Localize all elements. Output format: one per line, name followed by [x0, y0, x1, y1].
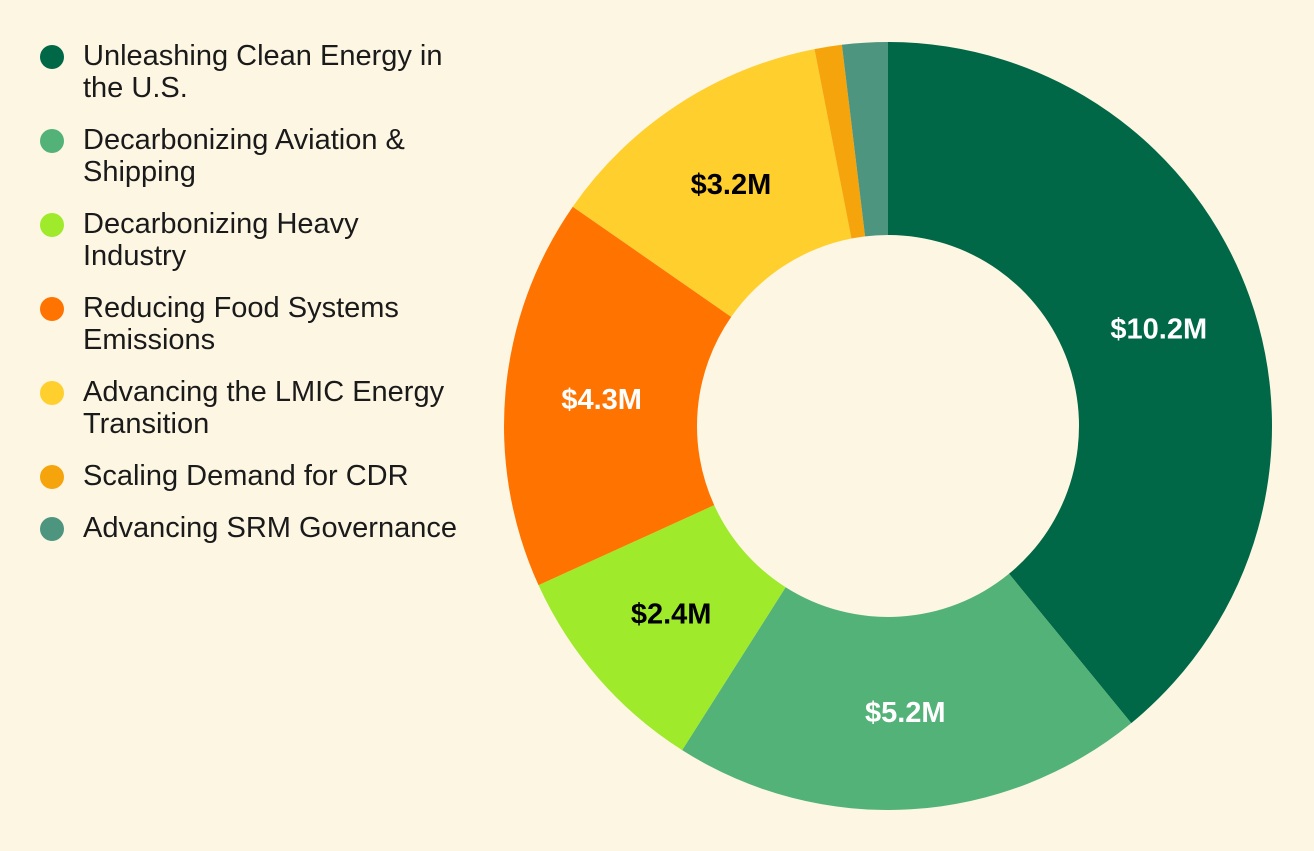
legend-label: Decarbonizing Aviation & Shipping — [83, 124, 405, 188]
donut-slice — [504, 206, 732, 586]
legend-swatch — [40, 465, 64, 489]
donut-slice — [682, 573, 1132, 810]
slice-value-label: $5.2M — [865, 697, 946, 729]
slice-value-label: $10.2M — [1110, 313, 1207, 345]
legend-swatch — [40, 517, 64, 541]
slice-value-label: $4.3M — [561, 384, 642, 416]
slice-value-label: $3.2M — [691, 169, 772, 201]
donut-slice — [814, 44, 866, 239]
donut-slice — [572, 49, 852, 317]
legend-label: Scaling Demand for CDR — [83, 460, 409, 492]
legend-label: Decarbonizing Heavy Industry — [83, 208, 359, 272]
donut-slice — [841, 42, 888, 237]
legend-item: Decarbonizing Heavy Industry — [40, 208, 480, 272]
legend-label: Unleashing Clean Energy in the U.S. — [83, 40, 443, 104]
legend-item: Advancing the LMIC Energy Transition — [40, 376, 480, 440]
legend-item: Reducing Food Systems Emissions — [40, 292, 480, 356]
legend-item: Scaling Demand for CDR — [40, 460, 480, 492]
legend-swatch — [40, 297, 64, 321]
legend-swatch — [40, 381, 64, 405]
legend-label: Advancing SRM Governance — [83, 512, 457, 544]
legend-item: Decarbonizing Aviation & Shipping — [40, 124, 480, 188]
legend-label: Reducing Food Systems Emissions — [83, 292, 399, 356]
slice-value-label: $2.4M — [631, 599, 712, 631]
legend-label: Advancing the LMIC Energy Transition — [83, 376, 445, 440]
donut-slice — [888, 42, 1273, 724]
legend-swatch — [40, 129, 64, 153]
donut-slice — [538, 505, 786, 751]
legend-item: Advancing SRM Governance — [40, 512, 480, 544]
legend-swatch — [40, 45, 64, 69]
legend-item: Unleashing Clean Energy in the U.S. — [40, 40, 480, 104]
chart-legend: Unleashing Clean Energy in the U.S. Decar… — [40, 40, 480, 564]
legend-swatch — [40, 213, 64, 237]
